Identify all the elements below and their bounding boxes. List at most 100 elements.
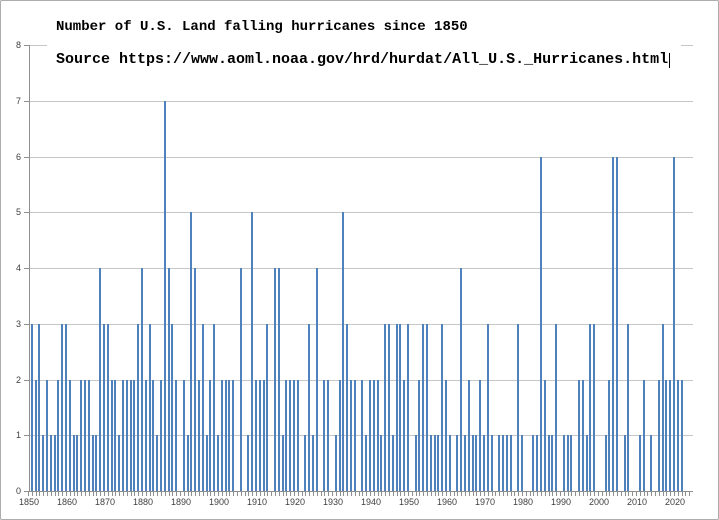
bar-1916 (277, 268, 280, 491)
x-tick (142, 492, 143, 496)
bar-1872 (110, 379, 113, 491)
bar-1877 (129, 379, 132, 491)
bar-2019 (669, 379, 672, 491)
x-tick (541, 492, 542, 496)
x-tick (153, 492, 155, 496)
bar-1908 (247, 435, 250, 491)
x-tick (446, 492, 447, 496)
bar-1931 (334, 435, 337, 491)
bar-1861 (68, 379, 71, 491)
x-tick (392, 492, 394, 496)
x-tick (301, 492, 303, 496)
x-tick (180, 492, 181, 496)
bar-1971 (486, 323, 489, 491)
bar-1892 (186, 435, 189, 491)
x-tick (370, 492, 371, 496)
x-tick (252, 492, 254, 496)
x-tick (533, 492, 535, 496)
x-tick (636, 492, 637, 496)
x-tick (620, 492, 622, 496)
x-axis-label-1980: 1980 (512, 497, 534, 507)
text-cursor (669, 53, 671, 68)
x-tick (685, 492, 687, 496)
x-tick (419, 492, 421, 496)
x-tick (107, 492, 109, 496)
x-tick (628, 492, 630, 496)
x-tick (168, 492, 170, 496)
bar-1867 (91, 435, 94, 491)
x-axis-label-1990: 1990 (550, 497, 572, 507)
x-tick (484, 492, 485, 496)
title-textbox[interactable]: Number of U.S. Land falling hurricanes s… (47, 13, 681, 77)
gridline-5 (29, 212, 693, 214)
x-tick (658, 492, 660, 496)
x-tick (571, 492, 573, 496)
x-axis-label-1860: 1860 (56, 497, 78, 507)
x-axis-label-1970: 1970 (474, 497, 496, 507)
bar-1860 (65, 323, 67, 491)
x-tick (123, 492, 124, 496)
chart-title: Number of U.S. Land falling hurricanes s… (56, 19, 468, 35)
bar-1977 (509, 435, 512, 491)
bar-1948 (399, 323, 402, 491)
x-tick (195, 492, 197, 496)
source-url-text[interactable]: Source https://www.aoml.noaa.gov/hrd/hur… (56, 51, 671, 68)
bar-1947 (395, 323, 398, 491)
x-tick (544, 492, 546, 496)
x-tick (358, 492, 360, 496)
bar-1891 (182, 379, 185, 491)
bar-1974 (498, 435, 501, 491)
x-tick (632, 492, 634, 496)
x-tick (651, 492, 653, 496)
bar-1893 (190, 212, 193, 491)
bar-1943 (380, 435, 383, 491)
x-tick (100, 492, 102, 496)
bar-1944 (384, 323, 387, 491)
bar-1918 (285, 379, 288, 491)
bar-1993 (570, 435, 573, 491)
x-tick (373, 492, 375, 496)
bar-1940 (369, 379, 371, 491)
bar-1958 (437, 435, 440, 491)
x-tick (389, 492, 390, 496)
y-tick-6 (24, 156, 29, 158)
y-axis-label-6: 6 (15, 151, 21, 162)
bar-1969 (479, 379, 482, 491)
y-tick-1 (24, 435, 29, 437)
bar-2018 (665, 379, 668, 491)
bar-1934 (346, 323, 349, 491)
bar-1920 (293, 379, 295, 491)
bar-2012 (642, 379, 645, 491)
bar-1966 (467, 379, 470, 491)
x-tick (161, 492, 162, 496)
x-tick (377, 492, 379, 496)
x-tick (594, 492, 596, 496)
bar-1856 (49, 435, 52, 491)
x-tick (438, 492, 440, 496)
x-tick (187, 492, 189, 496)
x-axis-label-2020: 2020 (664, 497, 686, 507)
bar-1874 (118, 435, 121, 491)
x-tick (400, 492, 402, 496)
bar-1875 (122, 379, 124, 491)
bar-1967 (471, 435, 474, 491)
x-tick (248, 492, 250, 496)
x-tick (655, 492, 656, 496)
x-tick (286, 492, 288, 496)
bar-1858 (57, 379, 60, 491)
source-url-label: Source https://www.aoml.noaa.gov/hrd/hur… (56, 51, 669, 68)
bar-1912 (262, 379, 265, 491)
bar-1878 (133, 379, 136, 491)
bar-1992 (566, 435, 569, 491)
bar-1939 (365, 435, 368, 491)
gridline-1 (29, 435, 693, 437)
x-tick (54, 492, 56, 496)
bar-1980 (521, 435, 523, 491)
bar-1932 (338, 379, 341, 491)
bar-1886 (163, 100, 166, 491)
x-tick (560, 492, 561, 496)
bar-2003 (608, 379, 611, 491)
x-tick (430, 492, 432, 496)
bar-1983 (532, 435, 535, 491)
